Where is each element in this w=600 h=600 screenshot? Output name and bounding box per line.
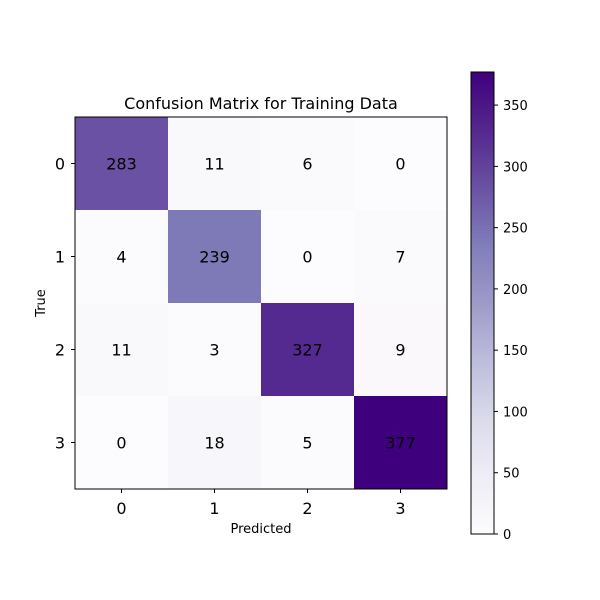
heatmap-cells: [75, 117, 448, 490]
cell-value-0-0: 283: [106, 155, 137, 174]
heatmap-cell-1-2: [261, 210, 355, 304]
heatmap-cell-0-0: [75, 117, 169, 211]
cell-value-2-2: 327: [292, 341, 323, 360]
cell-value-1-2: 0: [302, 248, 312, 267]
cell-value-2-1: 3: [209, 341, 219, 360]
heatmap-cell-3-2: [261, 396, 355, 490]
y-tick-label-1: 1: [55, 248, 65, 267]
heatmap-cell-0-1: [168, 117, 262, 211]
colorbar-tick-label-5: 250: [503, 222, 528, 237]
colorbar-tick-label-3: 150: [503, 344, 528, 359]
cell-value-1-0: 4: [116, 248, 126, 267]
colorbar-tick-label-6: 300: [503, 160, 528, 175]
heatmap-cell-1-3: [354, 210, 448, 304]
heatmap-cell-labels: 283 11 6 0 4 239 0 7 11 3 327 9 0 18 5 377: [106, 155, 416, 453]
colorbar-tick-label-4: 200: [503, 283, 528, 298]
heatmap-cell-2-2: [261, 303, 355, 397]
y-tick-label-0: 0: [55, 155, 65, 174]
cell-value-0-1: 11: [204, 155, 224, 174]
colorbar-ticks: 0 50 100 150 200 250 300 350: [494, 99, 528, 543]
x-tick-label-2: 2: [302, 499, 312, 518]
cell-value-2-0: 11: [111, 341, 131, 360]
colorbar-tick-label-0: 0: [503, 528, 511, 543]
chart-title: Confusion Matrix for Training Data: [124, 94, 398, 113]
y-axis-label: True: [34, 289, 49, 318]
y-tick-label-2: 2: [55, 341, 65, 360]
heatmap-cell-2-1: [168, 303, 262, 397]
x-tick-label-3: 3: [395, 499, 405, 518]
x-tick-label-0: 0: [116, 499, 126, 518]
cell-value-1-3: 7: [395, 248, 405, 267]
heatmap-cell-1-1: [168, 210, 262, 304]
cell-value-0-3: 0: [395, 155, 405, 174]
cell-value-3-2: 5: [302, 434, 312, 453]
colorbar-tick-label-7: 350: [503, 99, 528, 114]
heatmap-cell-2-3: [354, 303, 448, 397]
x-tick-label-1: 1: [209, 499, 219, 518]
cell-value-3-1: 18: [204, 434, 224, 453]
cell-value-3-0: 0: [116, 434, 126, 453]
y-axis-ticks: 0 1 2 3: [55, 155, 75, 453]
heatmap-cell-3-3: [354, 396, 448, 490]
x-axis-ticks: 0 1 2 3: [116, 489, 406, 518]
heatmap-cell-3-1: [168, 396, 262, 490]
plot-frame: [74, 116, 448, 490]
heatmap-cell-3-0: [75, 396, 169, 490]
colorbar: [470, 71, 495, 535]
heatmap-cell-1-0: [75, 210, 169, 304]
colorbar-tick-label-2: 100: [503, 405, 528, 420]
heatmap-cell-2-0: [75, 303, 169, 397]
heatmap-cell-0-3: [354, 117, 448, 211]
colorbar-tick-label-1: 50: [503, 467, 520, 482]
heatmap-cell-0-2: [261, 117, 355, 211]
cell-value-1-1: 239: [199, 248, 230, 267]
cell-value-0-2: 6: [302, 155, 312, 174]
x-axis-label: Predicted: [230, 522, 291, 537]
cell-value-2-3: 9: [395, 341, 405, 360]
cell-value-3-3: 377: [385, 434, 416, 453]
y-tick-label-3: 3: [55, 434, 65, 453]
